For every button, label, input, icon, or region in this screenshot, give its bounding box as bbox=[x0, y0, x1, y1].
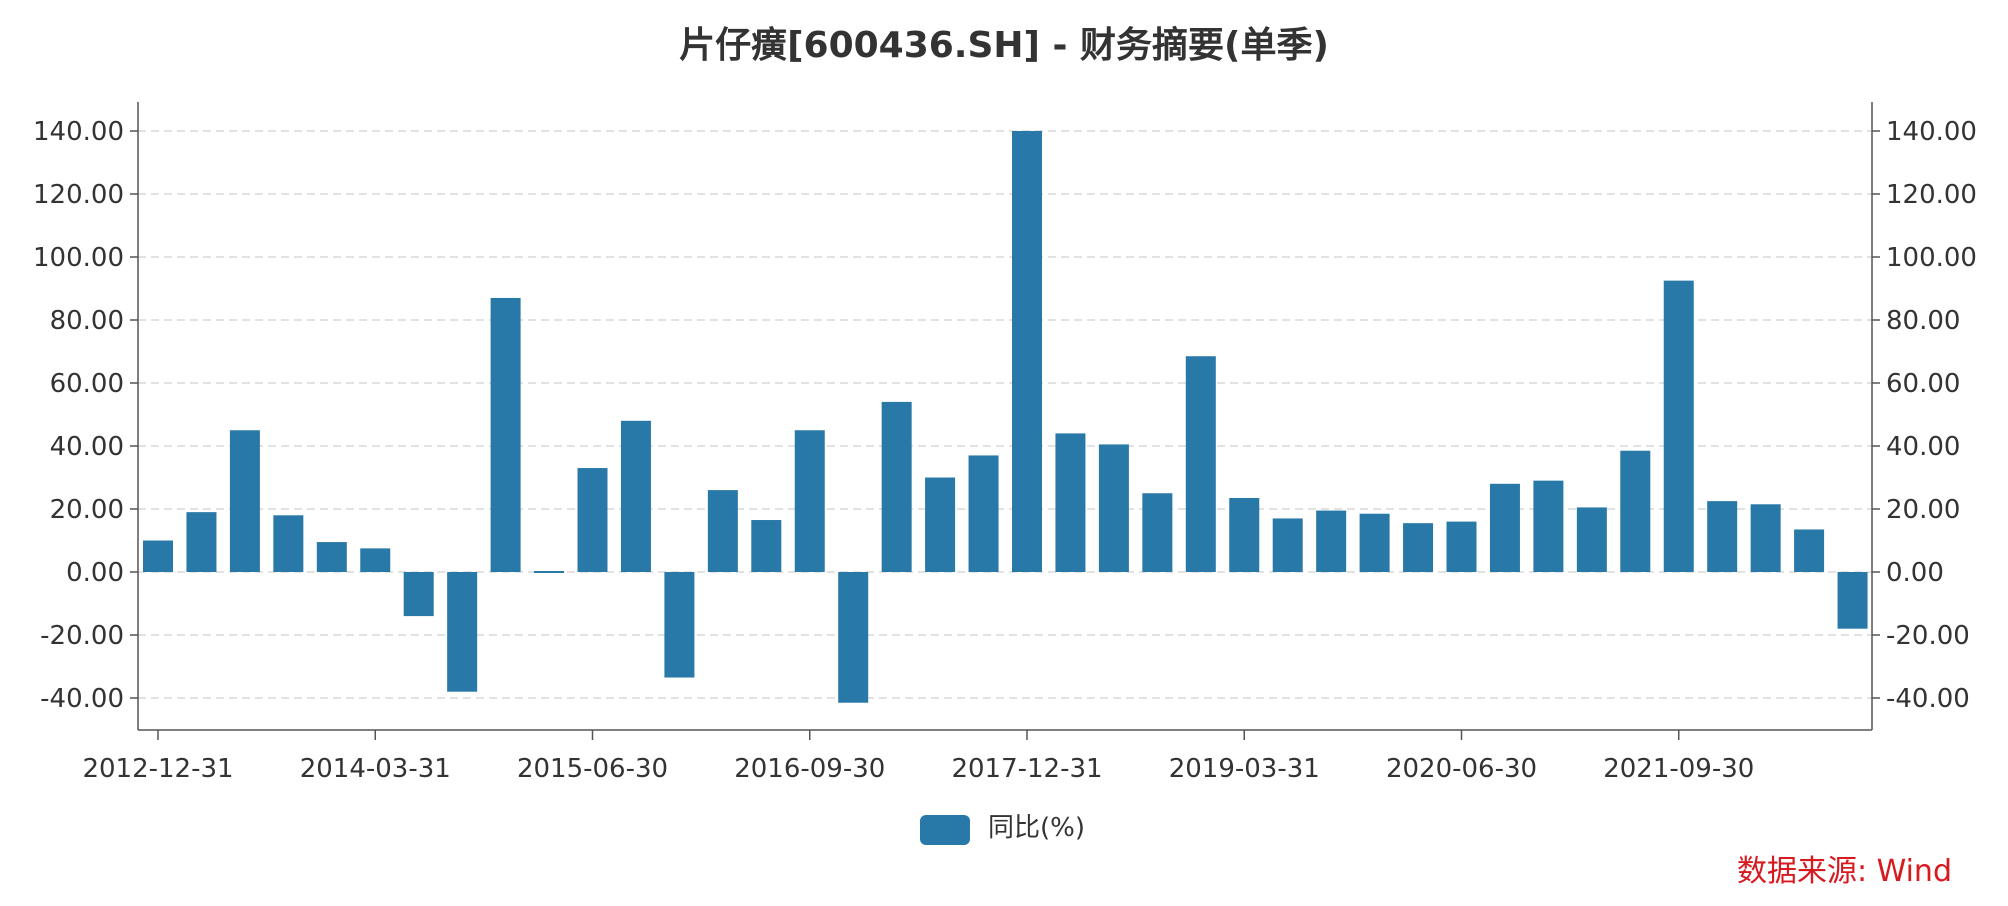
bar bbox=[794, 430, 825, 572]
y-tick-label-right: -20.00 bbox=[1886, 621, 1970, 651]
chart-title: 片仔癀[600436.SH] - 财务摘要(单季) bbox=[679, 25, 1329, 66]
bar bbox=[1185, 356, 1216, 572]
bar bbox=[1359, 513, 1390, 572]
y-tick-label-right: 120.00 bbox=[1886, 180, 1977, 210]
x-tick-label: 2017-12-31 bbox=[951, 754, 1102, 784]
y-tick-label-left: 20.00 bbox=[50, 495, 124, 525]
y-tick-label-right: 140.00 bbox=[1886, 117, 1977, 147]
bar bbox=[143, 540, 173, 572]
bar bbox=[1229, 497, 1260, 572]
y-tick-label-left: -20.00 bbox=[40, 621, 124, 651]
source-note: 数据来源: Wind bbox=[1736, 854, 1952, 889]
bar bbox=[1142, 493, 1173, 572]
bar bbox=[534, 571, 565, 573]
bar bbox=[447, 572, 478, 692]
bar bbox=[1098, 444, 1129, 572]
bar bbox=[707, 490, 738, 572]
y-tick-label-right: 80.00 bbox=[1886, 306, 1960, 336]
bar bbox=[1533, 480, 1564, 572]
y-tick-label-left: 80.00 bbox=[50, 306, 124, 336]
bar bbox=[1663, 280, 1694, 572]
bar bbox=[1620, 450, 1651, 572]
y-tick-label-right: 0.00 bbox=[1886, 558, 1944, 588]
axes bbox=[130, 102, 1880, 740]
bar bbox=[360, 548, 391, 572]
y-tick-label-right: 40.00 bbox=[1886, 432, 1960, 462]
grid-lines bbox=[138, 130, 1872, 699]
bar bbox=[1446, 521, 1477, 572]
x-tick-label: 2015-06-30 bbox=[517, 754, 668, 784]
y-tick-label-left: 120.00 bbox=[33, 180, 124, 210]
bar bbox=[186, 512, 217, 572]
y-tick-label-right: 20.00 bbox=[1886, 495, 1960, 525]
bar bbox=[1403, 523, 1434, 572]
bar bbox=[403, 572, 434, 617]
bar bbox=[1316, 510, 1347, 572]
legend-label: 同比(%) bbox=[988, 813, 1085, 843]
bar bbox=[316, 542, 347, 572]
y-tick-label-right: 100.00 bbox=[1886, 243, 1977, 273]
x-tick-label: 2014-03-31 bbox=[300, 754, 451, 784]
bar bbox=[1750, 504, 1781, 572]
bar bbox=[1707, 501, 1738, 572]
y-tick-label-left: -40.00 bbox=[40, 684, 124, 714]
bar bbox=[577, 468, 608, 572]
bar bbox=[881, 401, 912, 572]
y-tick-label-left: 140.00 bbox=[33, 117, 124, 147]
bar bbox=[751, 520, 782, 572]
bar bbox=[1489, 483, 1520, 572]
tick-labels: -40.00 -40.00 -20.00 -20.00 0.00 0.00 20.00 20.… bbox=[33, 117, 1977, 784]
bar bbox=[1837, 572, 1868, 629]
y-tick-label-left: 100.00 bbox=[33, 243, 124, 273]
x-tick-label: 2019-03-31 bbox=[1169, 754, 1320, 784]
x-tick-label: 2020-06-30 bbox=[1386, 754, 1537, 784]
y-tick-label-left: 40.00 bbox=[50, 432, 124, 462]
bar bbox=[620, 420, 651, 572]
bar bbox=[273, 515, 304, 572]
x-tick-label: 2016-09-30 bbox=[734, 754, 885, 784]
bar bbox=[1012, 131, 1042, 572]
bar bbox=[1794, 529, 1825, 572]
bar bbox=[1055, 433, 1086, 572]
bar bbox=[490, 297, 521, 572]
y-tick-label-right: 60.00 bbox=[1886, 369, 1960, 399]
bar bbox=[229, 430, 260, 572]
bar bbox=[838, 572, 869, 703]
x-tick-label: 2012-12-31 bbox=[82, 754, 233, 784]
x-tick-label: 2021-09-30 bbox=[1603, 754, 1754, 784]
bar bbox=[968, 455, 999, 572]
bar bbox=[1272, 518, 1303, 572]
bar bbox=[1576, 507, 1607, 572]
bar bbox=[925, 477, 956, 572]
legend[interactable]: 同比(%) bbox=[920, 813, 1085, 845]
y-tick-label-left: 0.00 bbox=[66, 558, 124, 588]
bar-series bbox=[143, 131, 1868, 703]
legend-swatch bbox=[920, 815, 970, 845]
y-tick-label-right: -40.00 bbox=[1886, 684, 1970, 714]
y-tick-label-left: 60.00 bbox=[50, 369, 124, 399]
bar bbox=[664, 572, 695, 678]
